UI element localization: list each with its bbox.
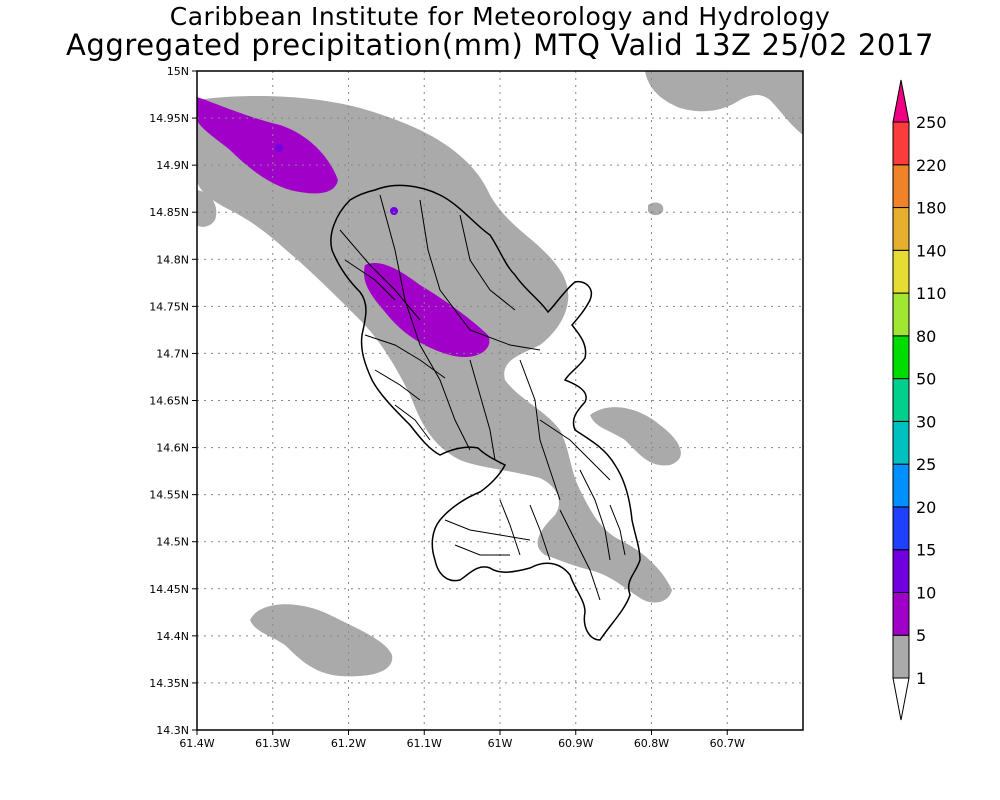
y-tick-label: 14.4N <box>156 630 189 643</box>
colorbar-upper-extension <box>892 79 910 123</box>
x-tick-label: 61W <box>488 737 513 750</box>
river <box>579 469 611 561</box>
precip-area-5-10mm <box>364 262 490 358</box>
river <box>499 499 521 556</box>
y-tick-label: 14.5N <box>156 536 189 549</box>
colorbar-label: 10 <box>916 583 936 602</box>
colorbar-swatch <box>892 549 910 593</box>
river <box>344 259 396 301</box>
colorbar-label: 25 <box>916 455 936 474</box>
river <box>469 359 496 461</box>
y-tick-label: 14.8N <box>156 253 189 266</box>
colorbar-label: 20 <box>916 498 936 517</box>
river <box>444 519 531 541</box>
colorbar-label: 140 <box>916 241 947 260</box>
y-tick-label: 15N <box>167 65 189 78</box>
precip-area-1-5mm <box>648 202 664 216</box>
colorbar-swatch <box>892 463 910 508</box>
precip-cell-10-15mm <box>390 207 398 215</box>
y-tick-label: 14.75N <box>149 300 189 313</box>
map-grid <box>197 71 803 730</box>
x-tick-label: 61.2W <box>331 737 366 750</box>
colorbar-swatch <box>892 207 910 251</box>
colorbar-swatch <box>892 164 910 209</box>
x-tick-label: 61.4W <box>179 737 214 750</box>
river <box>559 509 601 601</box>
colorbar-label: 5 <box>916 626 926 645</box>
colorbar-swatch <box>892 335 910 380</box>
colorbar-swatch <box>892 420 910 465</box>
river <box>364 334 446 379</box>
river <box>519 359 561 501</box>
precip-area-1-5mm <box>645 71 803 135</box>
river <box>339 229 421 321</box>
river <box>459 214 516 311</box>
x-axis-ticks: 61.4W 61.3W 61.2W 61.1W 61W 60.9W 60.8W 60.7W <box>179 730 745 750</box>
x-tick-label: 60.9W <box>558 737 593 750</box>
colorbar-swatch <box>892 591 910 636</box>
colorbar-label: 110 <box>916 284 947 303</box>
institute-title: Caribbean Institute for Meteorology and … <box>169 2 831 31</box>
colorbar-label: 15 <box>916 541 936 560</box>
colorbar-swatch <box>892 634 910 679</box>
river <box>394 404 431 441</box>
colorbar-label: 50 <box>916 370 936 389</box>
y-tick-label: 14.9N <box>156 159 189 172</box>
y-tick-label: 14.7N <box>156 347 189 360</box>
colorbar-label: 180 <box>916 199 947 218</box>
y-tick-label: 14.3N <box>156 724 189 737</box>
product-title: Aggregated precipitation(mm) MTQ Valid 1… <box>65 28 935 62</box>
colorbar-label: 1 <box>916 669 926 688</box>
x-tick-label: 60.7W <box>710 737 745 750</box>
colorbar-label: 80 <box>916 327 936 346</box>
precip-cell-10-15mm <box>275 144 283 152</box>
colorbar-label: 220 <box>916 156 947 175</box>
y-tick-label: 14.45N <box>149 583 189 596</box>
precip-area-1-5mm <box>197 190 217 227</box>
colorbar-lower-extension <box>892 677 910 721</box>
y-tick-label: 14.65N <box>149 395 189 408</box>
precip-area-1-5mm <box>590 407 681 466</box>
colorbar-swatch <box>892 292 910 337</box>
y-tick-label: 14.55N <box>149 489 189 502</box>
colorbar-swatch <box>892 506 910 551</box>
precip-field <box>197 71 803 677</box>
y-tick-label: 14.95N <box>149 112 189 125</box>
x-tick-label: 61.1W <box>407 737 442 750</box>
colorbar-swatch <box>892 378 910 422</box>
colorbar-swatch <box>892 249 910 294</box>
river <box>454 544 510 556</box>
x-tick-label: 60.8W <box>634 737 669 750</box>
colorbar-swatch <box>892 121 910 166</box>
precip-area-5-10mm <box>197 97 338 194</box>
x-tick-label: 61.3W <box>255 737 290 750</box>
coastline <box>330 184 641 641</box>
y-tick-label: 14.85N <box>149 206 189 219</box>
precip-area-1-5mm <box>250 604 393 677</box>
island-outline <box>330 184 641 641</box>
river-network <box>339 194 626 601</box>
river <box>529 504 551 561</box>
colorbar-label: 30 <box>916 412 936 431</box>
river <box>374 369 421 401</box>
y-tick-label: 14.6N <box>156 442 189 455</box>
y-axis-ticks: 15N 14.95N 14.9N 14.85N 14.8N 14.75N 14.7N 14.6… <box>149 65 197 737</box>
colorbar-label: 250 <box>916 113 947 132</box>
river <box>379 194 471 451</box>
river <box>609 504 626 556</box>
y-tick-label: 14.35N <box>149 677 189 690</box>
river <box>539 419 611 481</box>
river <box>419 199 541 351</box>
